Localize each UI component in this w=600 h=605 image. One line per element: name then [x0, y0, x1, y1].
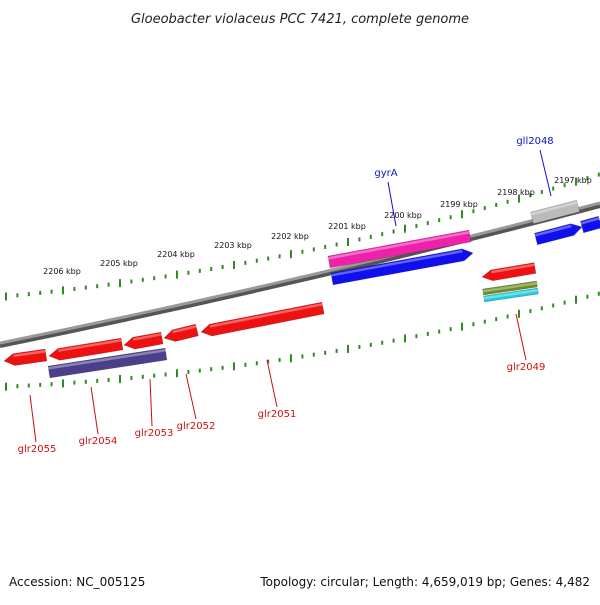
- gyrA-cds-feature-highlight: [331, 249, 463, 277]
- glr2049-leader-line: [515, 313, 527, 361]
- gll2048-cds-feature: [534, 223, 583, 246]
- kbp-label: 2201 kbp: [328, 222, 366, 231]
- glr2053-feature: [123, 331, 164, 350]
- glr2049-feature-highlight: [491, 263, 535, 274]
- kbp-label: 2197 kbp: [554, 176, 592, 185]
- glr2049-feature: [481, 262, 537, 282]
- gyrA-feature-highlight: [328, 231, 470, 260]
- bottom-tick-track: [5, 291, 600, 391]
- glr2055-feature-highlight: [13, 350, 46, 358]
- map-title: Gloeobacter violaceus PCC 7421, complete…: [131, 12, 469, 27]
- glr2055-leader-line: [29, 394, 37, 443]
- glr2049-b-feature-highlight: [482, 282, 538, 293]
- kbp-label: 2203 kbp: [214, 241, 252, 250]
- glr2049-c-feature: [483, 287, 539, 303]
- glr2055-feature: [3, 348, 48, 366]
- kbp-label: 2206 kbp: [43, 267, 81, 276]
- glr2053-leader-line: [149, 378, 153, 427]
- kbp-label: 2199 kbp: [440, 200, 478, 209]
- glr2054-cds-feature-highlight: [48, 349, 166, 370]
- glr2049-b-feature: [482, 280, 538, 296]
- gll2048-next-feature-highlight: [580, 217, 600, 225]
- kbp-label: 2204 kbp: [157, 250, 195, 259]
- kbp-label: 2202 kbp: [271, 232, 309, 241]
- kbp-label-group: 2197 kbp 2198 kbp 2199 kbp 2200 kbp 2201 kbp…: [43, 176, 592, 276]
- genome-backbone: [0, 201, 600, 345]
- glr2052-feature-highlight: [172, 325, 197, 334]
- glr2053-feature-highlight: [132, 333, 162, 341]
- glr2049-label[interactable]: glr2049: [507, 362, 546, 373]
- glr2052-feature: [163, 323, 199, 342]
- top-tick-track: [5, 172, 600, 301]
- glr2055-label[interactable]: glr2055: [18, 444, 57, 455]
- kbp-label: 2198 kbp: [497, 188, 535, 197]
- gyrA-leader-line: [387, 181, 397, 227]
- gll2048-cds-feature-highlight: [534, 224, 572, 237]
- glr2053-label[interactable]: glr2053: [135, 428, 174, 439]
- genome-summary-text: Topology: circular; Length: 4,659,019 bp…: [259, 575, 590, 589]
- gll2048-leader-line: [539, 149, 552, 197]
- accession-text: Accession: NC_005125: [9, 575, 145, 589]
- kbp-label: 2200 kbp: [384, 211, 422, 220]
- glr2051-leader-line: [266, 359, 278, 408]
- glr2051-label[interactable]: glr2051: [258, 409, 297, 420]
- gll2048-label[interactable]: gll2048: [516, 136, 553, 147]
- gyrA-label[interactable]: gyrA: [374, 168, 397, 179]
- glr2052-label[interactable]: glr2052: [177, 421, 216, 432]
- gene-feature-group: [3, 199, 600, 379]
- gll2048-next-feature: [580, 215, 600, 234]
- gll2048-feature-highlight: [530, 201, 578, 216]
- gyrA-cds-feature: [330, 248, 474, 286]
- glr2054-feature: [48, 337, 124, 361]
- gyrA-feature: [327, 229, 472, 269]
- genome-backbone-shadow: [0, 204, 600, 348]
- glr2051-feature-highlight: [209, 303, 323, 328]
- glr2054-leader-line: [90, 386, 99, 435]
- glr2049-c-feature-highlight: [483, 289, 539, 300]
- glr2052-leader-line: [185, 373, 197, 420]
- glr2054-label[interactable]: glr2054: [79, 436, 118, 447]
- kbp-label: 2205 kbp: [100, 259, 138, 268]
- gll2048-feature: [530, 199, 580, 225]
- glr2051-feature: [200, 301, 325, 337]
- glr2054-cds-feature: [47, 347, 168, 379]
- glr2054-feature-highlight: [58, 339, 122, 352]
